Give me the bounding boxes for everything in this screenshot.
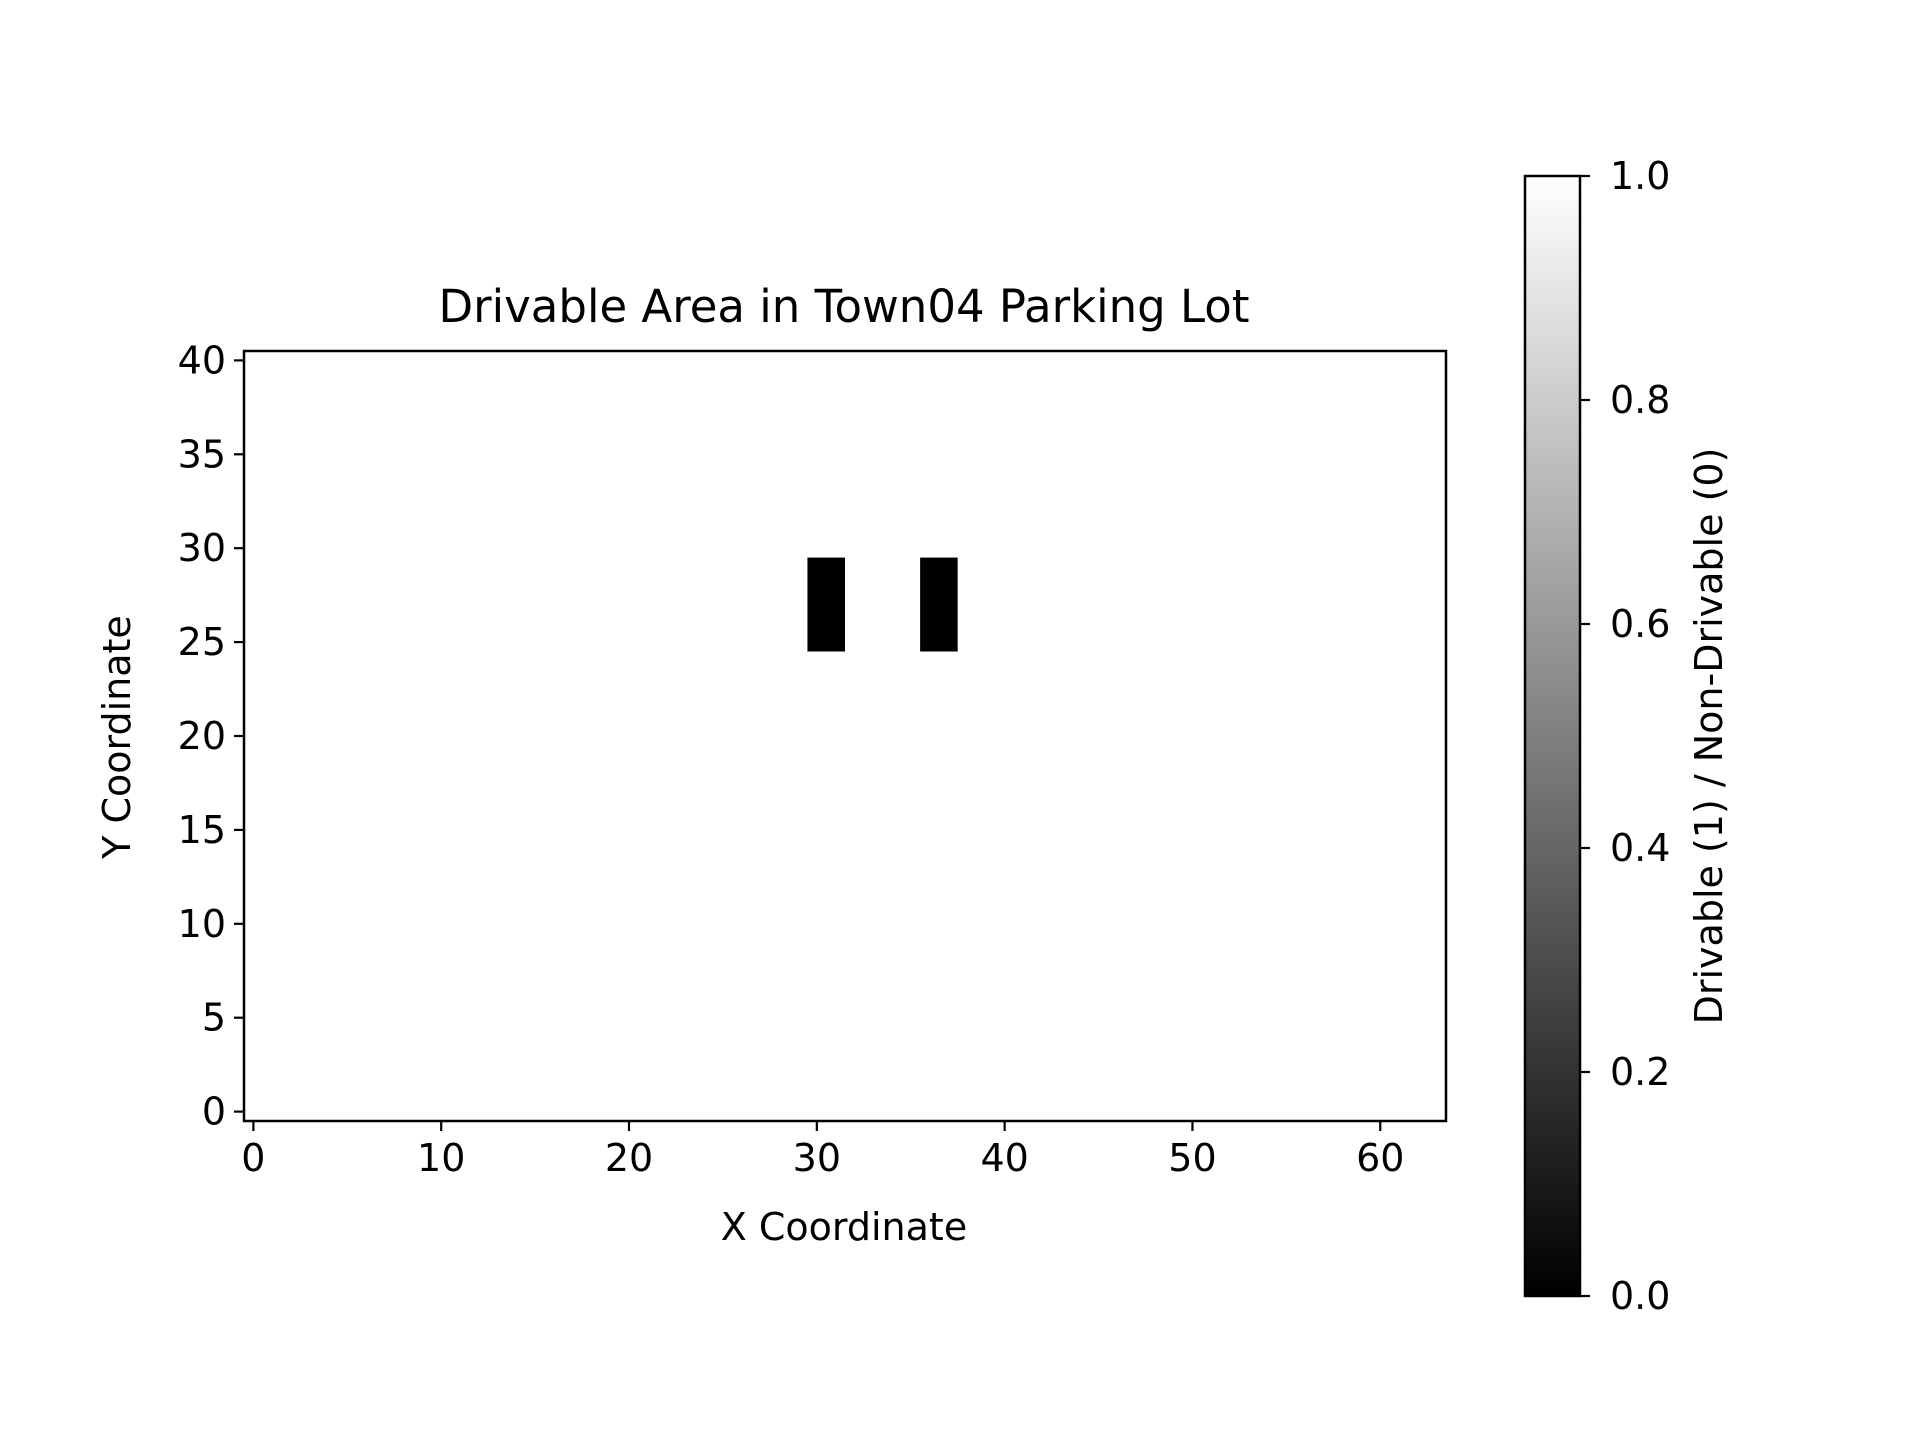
y-tick-label: 30	[178, 526, 226, 570]
colorbar-tick-label: 0.6	[1610, 602, 1670, 646]
y-tick-label: 15	[178, 808, 226, 852]
x-tick-label: 10	[417, 1136, 465, 1180]
x-tick-label: 30	[793, 1136, 841, 1180]
x-tick-label: 60	[1356, 1136, 1404, 1180]
y-axis: 0 5 10 15 20 25 30 35 40	[178, 338, 244, 1134]
x-tick-label: 0	[241, 1136, 265, 1180]
x-tick-label: 50	[1168, 1136, 1216, 1180]
y-tick-label: 0	[202, 1090, 226, 1134]
non-drivable-block-1	[807, 557, 845, 652]
y-tick-label: 40	[178, 338, 226, 382]
y-tick-label: 20	[178, 714, 226, 758]
non-drivable-block-2	[920, 557, 958, 652]
colorbar-tick-label: 0.8	[1610, 378, 1670, 422]
colorbar-tick-label: 0.0	[1610, 1274, 1670, 1318]
y-tick-label: 10	[178, 902, 226, 946]
x-tick-label: 20	[605, 1136, 653, 1180]
x-axis-label: X Coordinate	[721, 1205, 967, 1249]
colorbar-axis: 0.0 0.2 0.4 0.6 0.8 1.0	[1580, 154, 1670, 1318]
y-tick-label: 35	[178, 432, 226, 476]
y-tick-label: 25	[178, 620, 226, 664]
y-axis-label: Y Coordinate	[95, 615, 139, 860]
x-axis: 0 10 20 30 40 50 60	[241, 1121, 1404, 1180]
plot-area	[244, 351, 1446, 1121]
x-tick-label: 40	[980, 1136, 1028, 1180]
chart-title: Drivable Area in Town04 Parking Lot	[439, 280, 1250, 333]
y-tick-label: 5	[202, 996, 226, 1040]
cells-layer	[807, 557, 958, 652]
colorbar-gradient	[1525, 176, 1580, 1296]
colorbar-frame	[1523, 174, 1582, 1298]
colorbar-label: Drivable (1) / Non-Drivable (0)	[1687, 448, 1731, 1025]
colorbar-tick-label: 1.0	[1610, 154, 1670, 198]
colorbar-tick-label: 0.2	[1610, 1050, 1670, 1094]
colorbar-tick-label: 0.4	[1610, 826, 1670, 870]
